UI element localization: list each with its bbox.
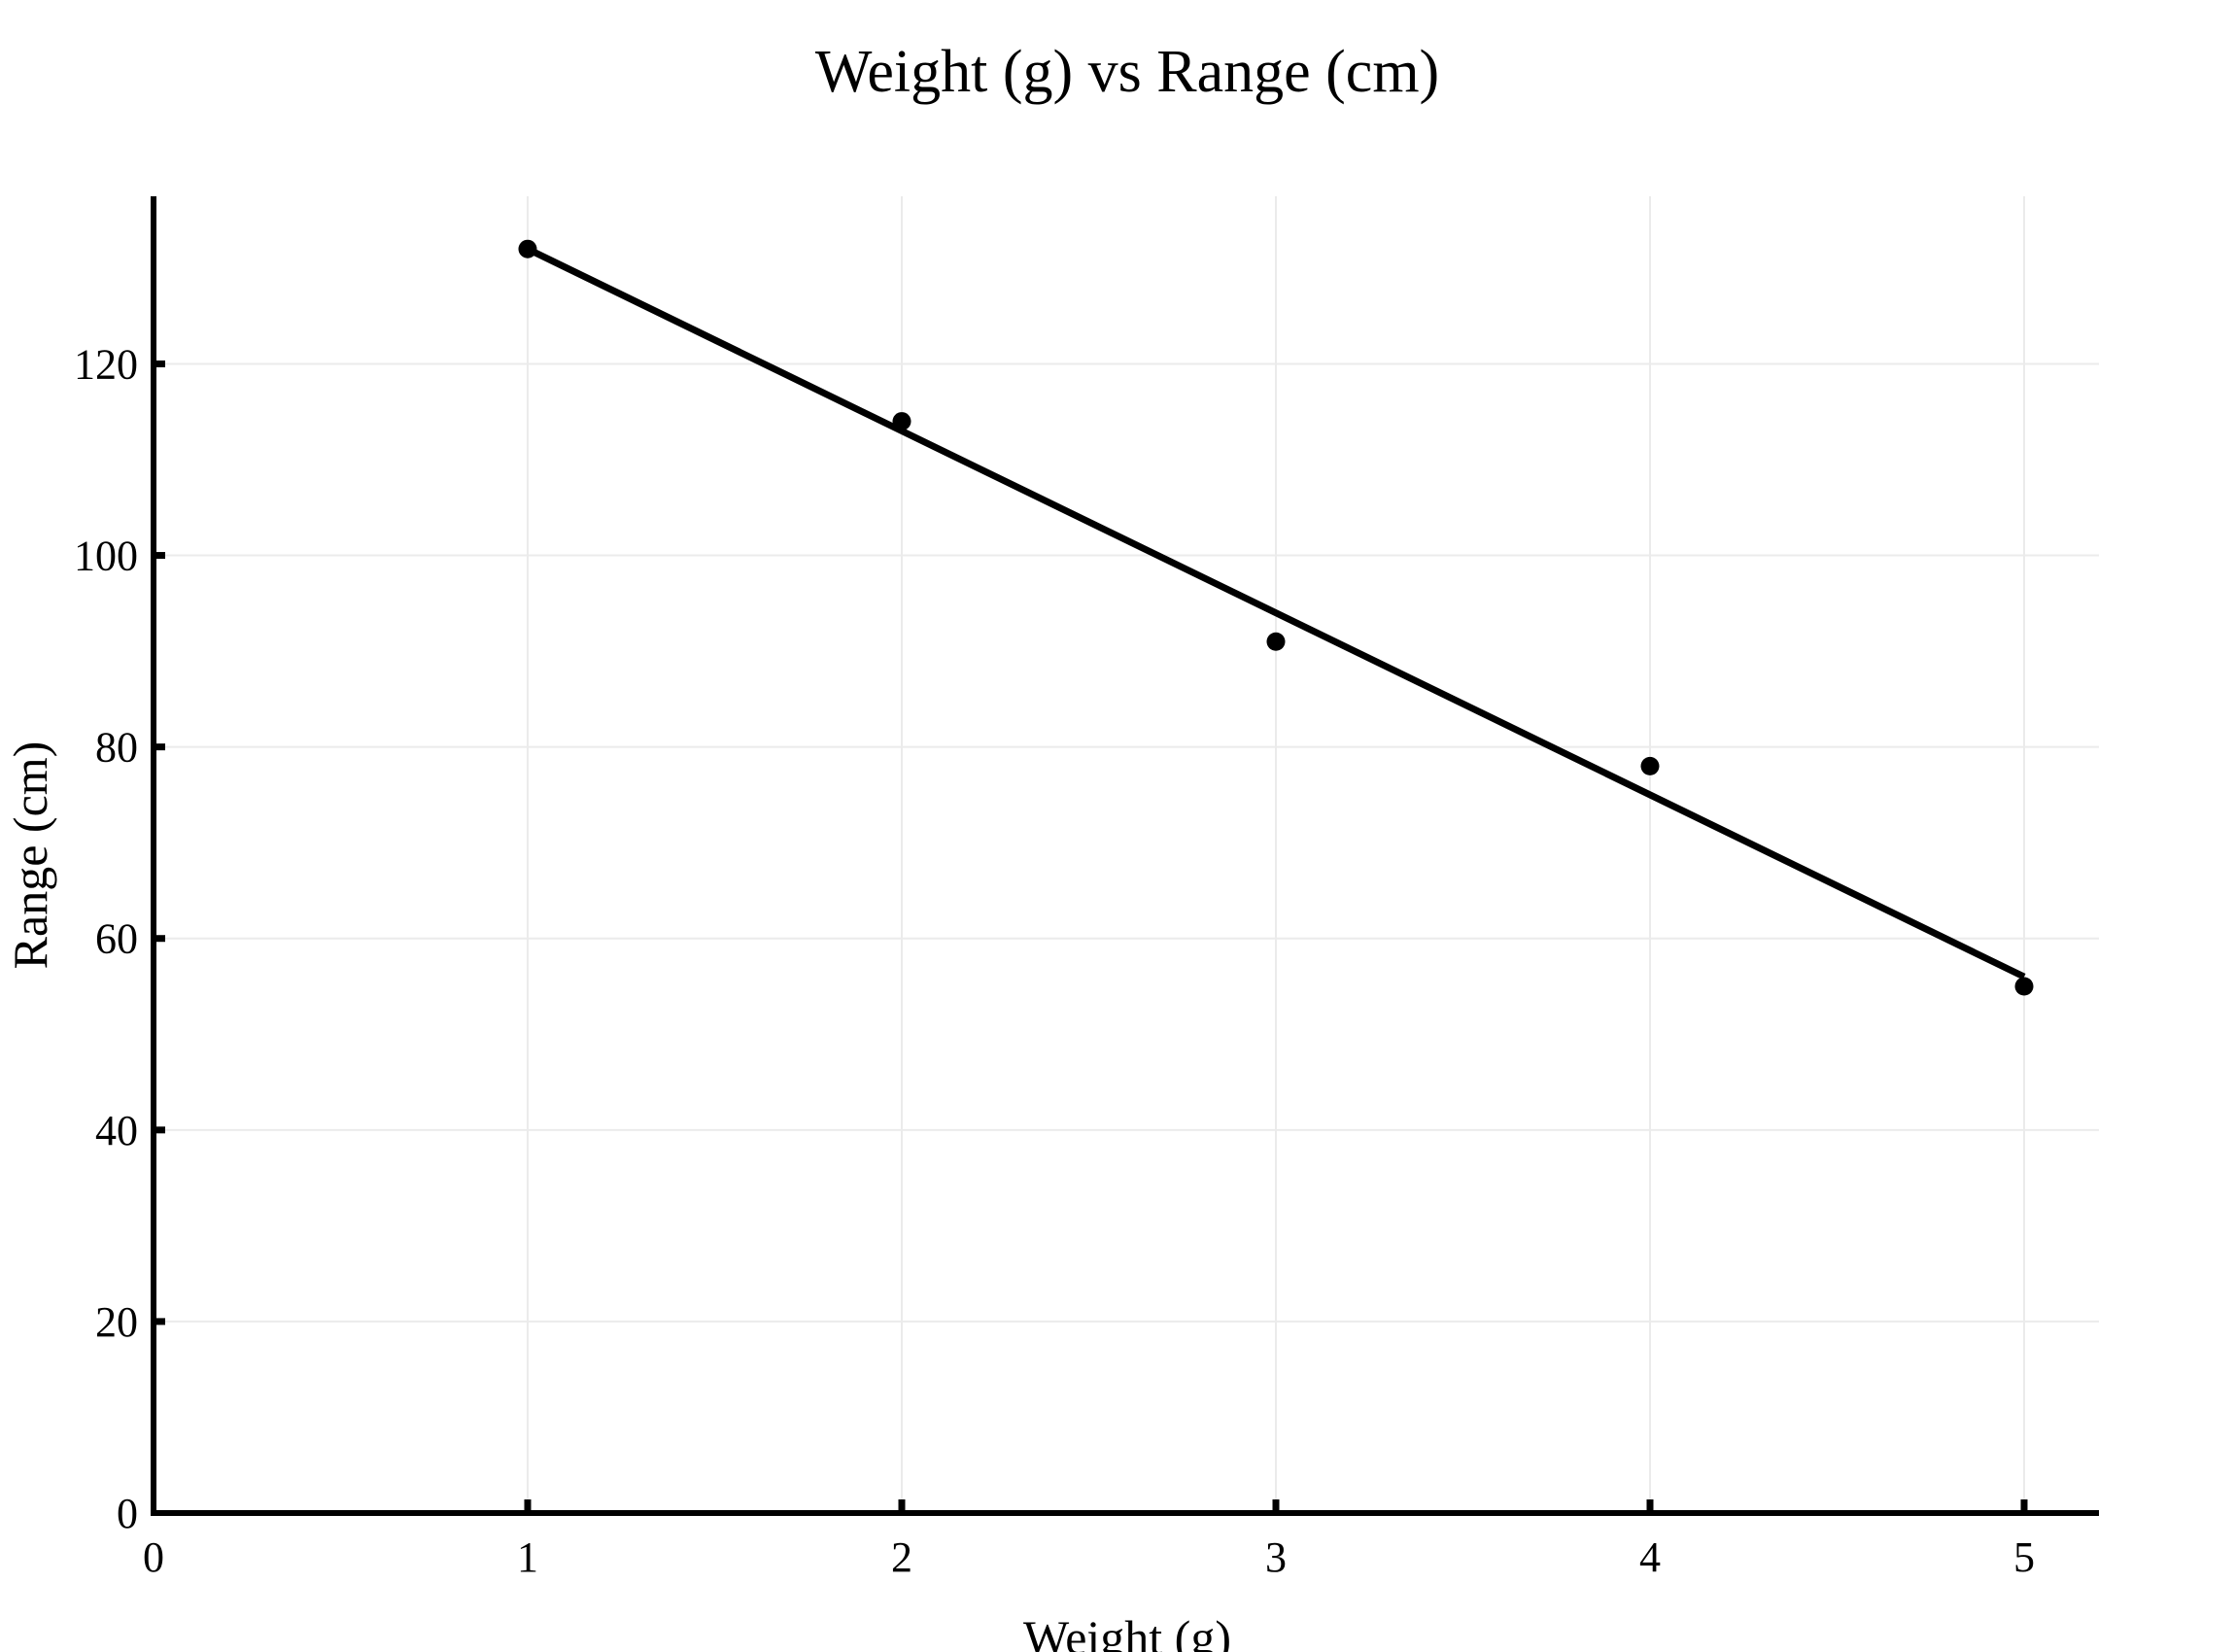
- grid: [154, 196, 2099, 1513]
- data-point-3: [1266, 632, 1286, 651]
- y-tick-label-0: 0: [117, 1490, 138, 1537]
- y-tick-label-20: 20: [95, 1298, 138, 1346]
- y-tick-label-80: 80: [95, 724, 138, 772]
- y-tick-label-60: 60: [95, 915, 138, 963]
- axes: [151, 196, 2099, 1516]
- data-point-2: [892, 412, 911, 431]
- x-tick-label-5: 5: [2013, 1533, 2035, 1581]
- data-points: [518, 239, 2034, 996]
- x-tick-label-0: 0: [143, 1533, 164, 1581]
- chart-title: Weight (g) vs Range (cm): [815, 39, 1439, 105]
- x-axis-label: Weight (g): [1023, 1610, 1231, 1652]
- x-tick-label-3: 3: [1265, 1533, 1287, 1581]
- data-point-4: [1640, 756, 1660, 775]
- data-point-1: [518, 239, 537, 258]
- y-tick-label-40: 40: [95, 1107, 138, 1154]
- x-tick-label-1: 1: [517, 1533, 538, 1581]
- x-tick-label-4: 4: [1639, 1533, 1661, 1581]
- y-axis-label: Range (cm): [3, 741, 57, 970]
- data-point-5: [2014, 977, 2034, 996]
- x-tick-label-2: 2: [891, 1533, 912, 1581]
- trend-line: [526, 246, 2026, 981]
- trend-line-layer: [526, 246, 2026, 981]
- y-tick-label-120: 120: [74, 340, 138, 388]
- y-tick-label-100: 100: [74, 533, 138, 580]
- tick-labels: 0 20 40 60 80 100 120 0 1 2 3 4 5: [74, 340, 2035, 1581]
